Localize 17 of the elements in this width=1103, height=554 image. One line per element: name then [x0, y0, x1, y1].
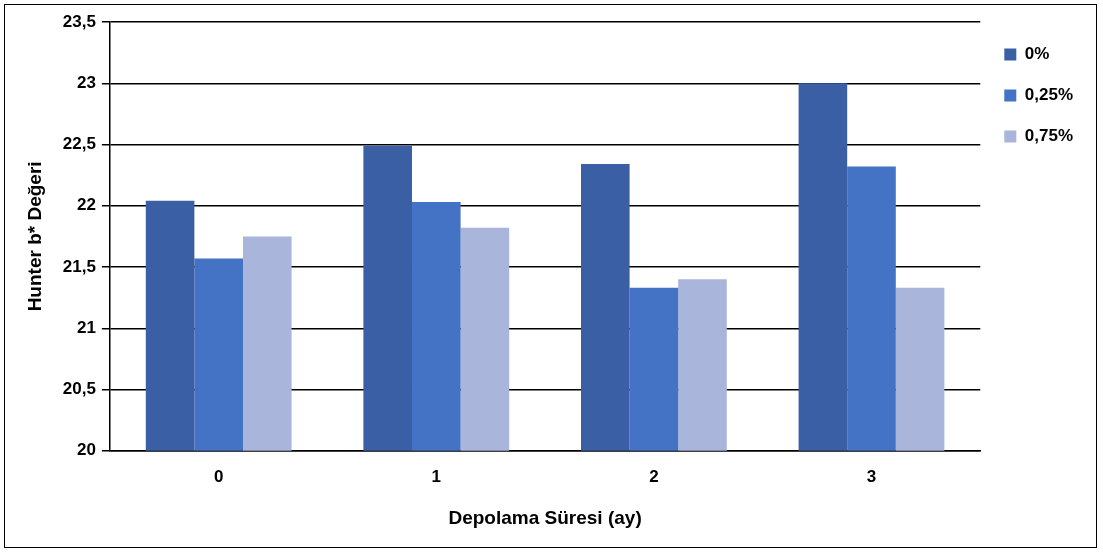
- x-tick-label: 1: [431, 466, 442, 486]
- y-tick-label: 23,5: [62, 11, 96, 31]
- y-tick-label: 23: [76, 72, 96, 92]
- legend-label: 0%: [1024, 44, 1050, 64]
- y-tick-label: 22,5: [62, 134, 96, 154]
- y-axis-title: Hunter b* Değeri: [23, 161, 45, 312]
- x-tick-label: 3: [866, 466, 877, 486]
- x-axis-title: Depolama Süresi (ay): [448, 506, 642, 528]
- legend-label: 0,25%: [1024, 85, 1073, 105]
- y-tick-label: 22: [76, 195, 96, 215]
- x-tick-label: 2: [649, 466, 659, 486]
- x-tick-label: 0: [213, 466, 224, 486]
- legend-label: 0,75%: [1024, 126, 1073, 146]
- y-tick-label: 20,5: [62, 379, 96, 399]
- y-tick-label: 21,5: [62, 256, 96, 276]
- y-tick-label: 20: [76, 440, 96, 460]
- y-tick-label: 21: [76, 317, 96, 337]
